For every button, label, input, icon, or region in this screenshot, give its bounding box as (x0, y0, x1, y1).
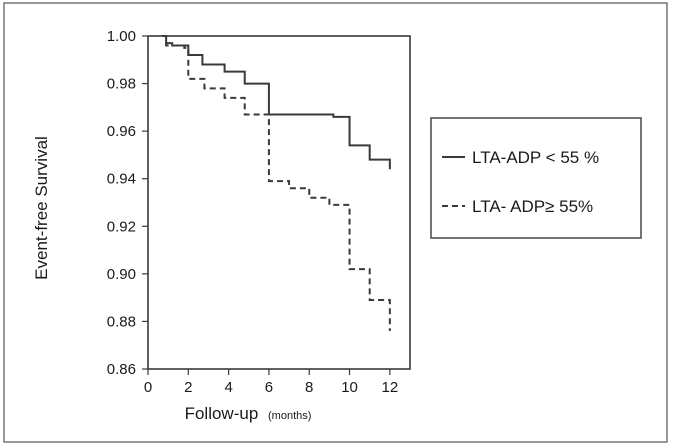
y-tick-label: 0.90 (107, 266, 136, 283)
x-tick-label: 4 (224, 379, 232, 396)
x-axis-title-label: Follow-up (185, 404, 259, 423)
x-tick-label: 2 (184, 379, 192, 396)
y-tick-label: 0.88 (107, 313, 136, 330)
y-tick-label: 0.92 (107, 218, 136, 235)
legend: LTA-ADP < 55 % LTA- ADP≥ 55% (430, 117, 642, 239)
series-line-dashed (162, 35, 391, 331)
plot-area (147, 35, 411, 370)
y-tick-label: 0.86 (107, 361, 136, 378)
y-tick-label: 0.98 (107, 76, 136, 93)
x-tick-label: 0 (144, 379, 152, 396)
x-tick-label: 12 (382, 379, 399, 396)
x-axis: 0 2 4 6 8 10 12 (144, 369, 398, 396)
y-tick-label: 0.94 (107, 171, 136, 188)
x-tick-label: 6 (265, 379, 273, 396)
x-tick-label: 8 (305, 379, 313, 396)
x-axis-title-unit: (months) (268, 410, 311, 422)
series-line-solid (162, 35, 391, 170)
x-axis-title: Follow-up (months) (185, 404, 312, 423)
y-axis-title: Event-free Survival (32, 136, 51, 280)
x-tick-label: 10 (341, 379, 358, 396)
legend-label-dashed: LTA- ADP≥ 55% (472, 197, 593, 216)
series-layer (162, 35, 391, 331)
legend-box (430, 117, 642, 239)
y-axis: 0.86 0.88 0.90 0.92 0.94 0.96 0.98 1.00 (107, 28, 148, 378)
y-tick-label: 1.00 (107, 28, 136, 45)
y-tick-label: 0.96 (107, 123, 136, 140)
legend-label-solid: LTA-ADP < 55 % (472, 148, 599, 167)
